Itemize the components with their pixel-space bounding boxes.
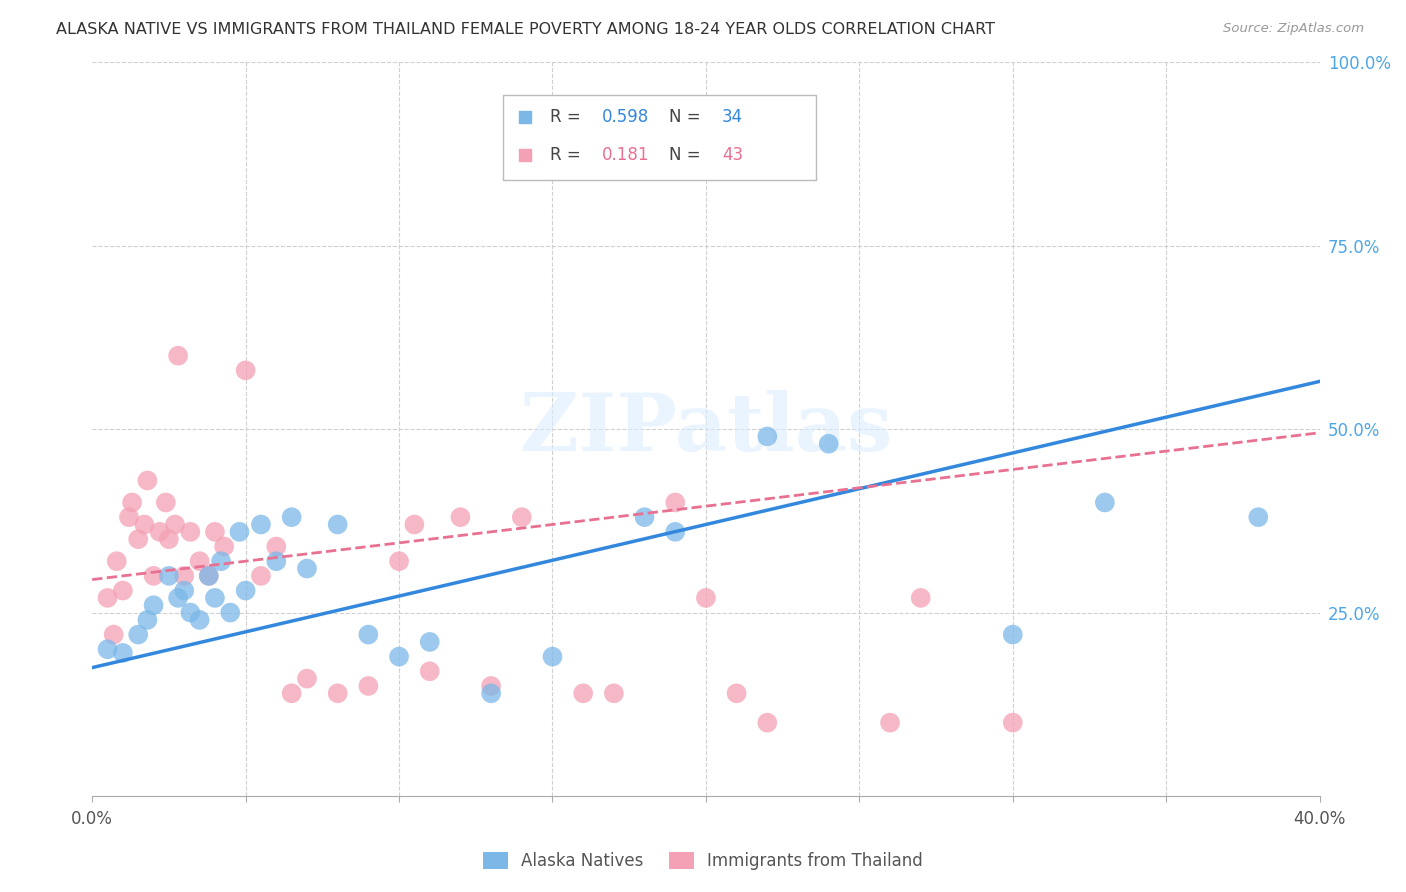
Text: N =: N = — [669, 108, 706, 126]
Point — [280, 686, 302, 700]
Point — [179, 606, 201, 620]
Point — [357, 679, 380, 693]
Text: 34: 34 — [721, 108, 742, 126]
Text: 43: 43 — [721, 146, 742, 164]
Point — [572, 686, 595, 700]
Point — [235, 583, 257, 598]
Point — [295, 672, 318, 686]
Point — [664, 524, 686, 539]
Point — [134, 517, 156, 532]
Point — [155, 495, 177, 509]
Point — [326, 517, 349, 532]
Point — [541, 649, 564, 664]
Point — [266, 554, 288, 568]
Point — [136, 613, 159, 627]
Point — [388, 649, 411, 664]
Point — [96, 591, 118, 605]
Point — [173, 583, 195, 598]
Point — [136, 474, 159, 488]
Text: N =: N = — [669, 146, 706, 164]
Point — [105, 554, 128, 568]
Point — [142, 569, 165, 583]
Point — [127, 627, 149, 641]
Point — [96, 642, 118, 657]
Point — [157, 569, 180, 583]
Point — [188, 613, 211, 627]
Point — [695, 591, 717, 605]
Point — [1001, 715, 1024, 730]
Point — [209, 554, 232, 568]
Point — [266, 540, 288, 554]
Point — [879, 715, 901, 730]
Point — [449, 510, 471, 524]
Point — [204, 591, 226, 605]
Point — [510, 510, 533, 524]
Point — [1164, 110, 1187, 124]
Point — [479, 679, 502, 693]
Point — [357, 627, 380, 641]
Point — [756, 429, 779, 443]
Point — [817, 437, 839, 451]
Point — [127, 532, 149, 546]
Text: ALASKA NATIVE VS IMMIGRANTS FROM THAILAND FEMALE POVERTY AMONG 18-24 YEAR OLDS C: ALASKA NATIVE VS IMMIGRANTS FROM THAILAN… — [56, 22, 995, 37]
Text: R =: R = — [550, 108, 586, 126]
Point — [157, 532, 180, 546]
Point — [197, 569, 219, 583]
Point — [118, 510, 141, 524]
Point — [163, 517, 186, 532]
Point — [295, 561, 318, 575]
Point — [142, 599, 165, 613]
Point — [111, 646, 134, 660]
Point — [212, 540, 235, 554]
Point — [756, 715, 779, 730]
Point — [250, 569, 273, 583]
Point — [633, 510, 655, 524]
Point — [149, 524, 172, 539]
Point — [197, 569, 219, 583]
Point — [219, 606, 242, 620]
FancyBboxPatch shape — [503, 95, 817, 179]
Point — [250, 517, 273, 532]
Point — [326, 686, 349, 700]
Point — [121, 495, 143, 509]
Point — [1164, 148, 1187, 162]
Point — [179, 524, 201, 539]
Point — [404, 517, 426, 532]
Point — [188, 554, 211, 568]
Point — [173, 569, 195, 583]
Point — [1094, 495, 1116, 509]
Point — [664, 495, 686, 509]
Point — [479, 686, 502, 700]
Point — [111, 583, 134, 598]
Text: R =: R = — [550, 146, 592, 164]
Point — [103, 627, 125, 641]
Point — [280, 510, 302, 524]
Point — [167, 591, 190, 605]
Text: 0.181: 0.181 — [602, 146, 650, 164]
Point — [695, 136, 717, 150]
Point — [204, 524, 226, 539]
Text: Source: ZipAtlas.com: Source: ZipAtlas.com — [1223, 22, 1364, 36]
Point — [910, 591, 932, 605]
Text: ZIPatlas: ZIPatlas — [520, 390, 891, 468]
Point — [228, 524, 250, 539]
Point — [1247, 510, 1270, 524]
Point — [419, 635, 441, 649]
Point — [603, 686, 626, 700]
Text: 0.598: 0.598 — [602, 108, 648, 126]
Point — [388, 554, 411, 568]
Point — [725, 686, 748, 700]
Legend: Alaska Natives, Immigrants from Thailand: Alaska Natives, Immigrants from Thailand — [477, 845, 929, 877]
Point — [419, 665, 441, 679]
Point — [235, 363, 257, 377]
Point — [1001, 627, 1024, 641]
Point — [167, 349, 190, 363]
